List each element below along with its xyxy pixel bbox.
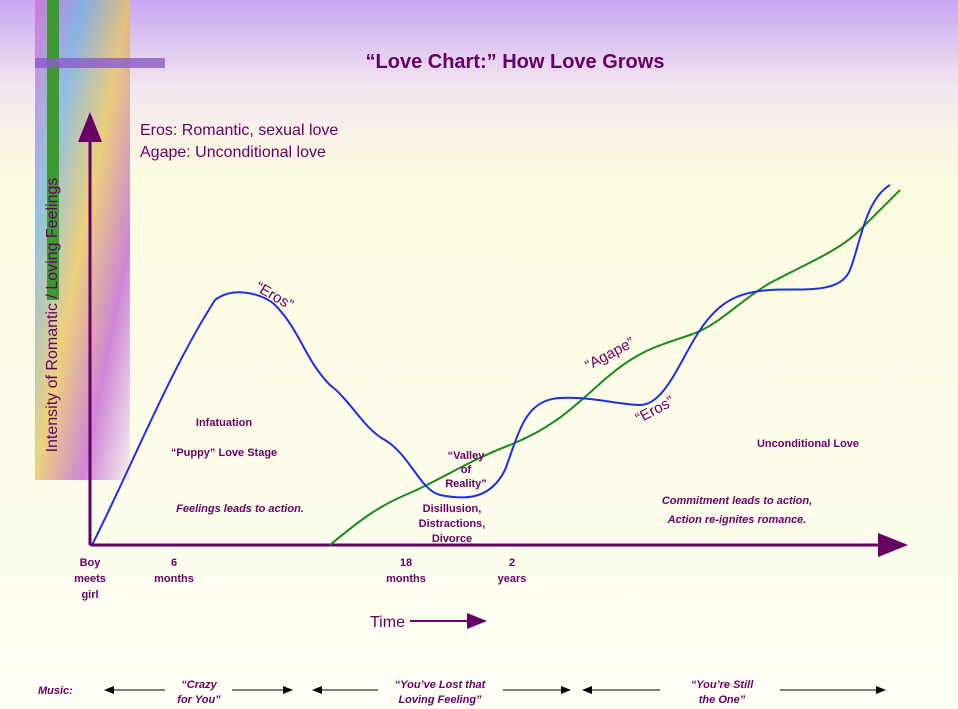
- x-tick-label: Boy: [80, 557, 102, 569]
- y-axis-label: Intensity of Romantic / Loving Feelings: [44, 178, 61, 453]
- x-tick-label: meets: [74, 573, 106, 585]
- annotation: of: [461, 464, 472, 476]
- x-tick-label: 18: [400, 557, 412, 569]
- decor-band: [35, 58, 165, 68]
- annotation: “Puppy” Love Stage: [171, 447, 277, 459]
- annotation: Distractions,: [419, 518, 486, 530]
- x-tick-label: months: [154, 573, 194, 585]
- annotation: Feelings leads to action.: [176, 503, 304, 515]
- annotation: Action re-ignites romance.: [667, 514, 807, 526]
- song: for You”: [177, 694, 221, 706]
- legend-item: Agape: Unconditional love: [140, 144, 326, 161]
- annotation: Unconditional Love: [757, 438, 859, 450]
- annotation: Reality”: [445, 478, 487, 490]
- annotation: Disillusion,: [423, 503, 482, 515]
- annotation: Commitment leads to action,: [662, 495, 812, 507]
- x-tick-label: 6: [171, 557, 177, 569]
- song: “You’ve Lost that: [395, 679, 487, 691]
- song: “Crazy: [181, 679, 217, 691]
- title: “Love Chart:” How Love Grows: [366, 51, 665, 73]
- x-tick-label: months: [386, 573, 426, 585]
- song: “You’re Still: [691, 679, 754, 691]
- x-tick-label: girl: [81, 589, 98, 601]
- music-label: Music:: [38, 685, 73, 697]
- x-tick-label: years: [498, 573, 527, 585]
- song: Loving Feeling”: [398, 694, 482, 706]
- x-axis-label: Time: [370, 614, 405, 631]
- annotation: Infatuation: [196, 417, 252, 429]
- legend-item: Eros: Romantic, sexual love: [140, 122, 338, 139]
- x-tick-label: 2: [509, 557, 515, 569]
- background: [0, 0, 958, 709]
- annotation: Divorce: [432, 533, 472, 545]
- song: the One”: [699, 694, 746, 706]
- annotation: “Valley: [448, 450, 486, 462]
- slide: “Love Chart:” How Love Grows Eros: Roman…: [0, 0, 958, 709]
